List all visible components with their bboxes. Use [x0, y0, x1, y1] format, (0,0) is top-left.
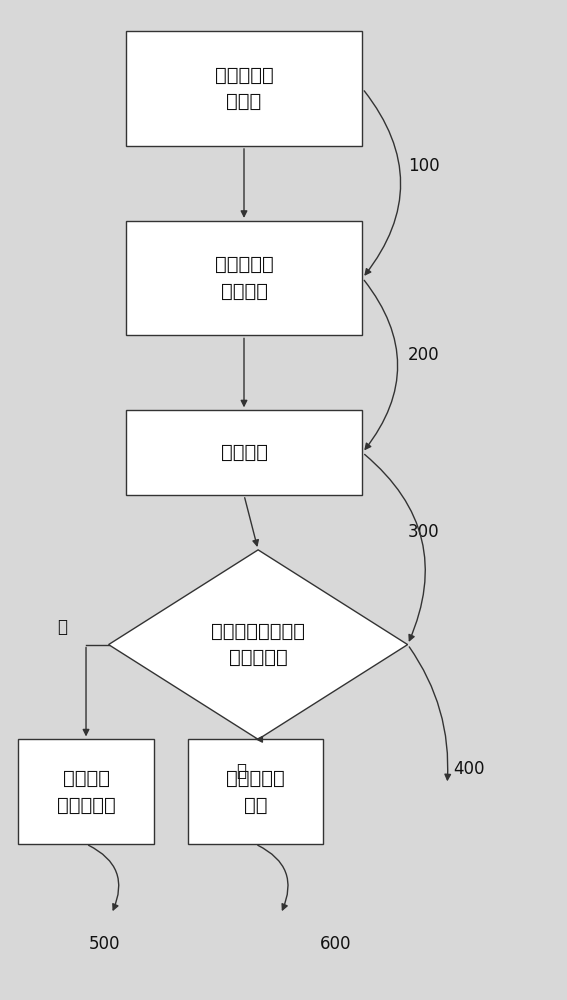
- Text: 200: 200: [408, 346, 439, 364]
- FancyArrowPatch shape: [365, 454, 425, 641]
- FancyArrowPatch shape: [364, 280, 397, 449]
- Text: 600: 600: [320, 935, 352, 953]
- FancyArrowPatch shape: [258, 845, 288, 910]
- Text: 到达授权用
户信号: 到达授权用 户信号: [215, 66, 273, 111]
- Text: 300: 300: [408, 523, 439, 541]
- Text: 否: 否: [57, 618, 67, 636]
- FancyBboxPatch shape: [125, 221, 362, 335]
- FancyArrowPatch shape: [88, 845, 119, 910]
- Text: 400: 400: [453, 760, 484, 778]
- Text: 继续使用
该频谱空穴: 继续使用 该频谱空穴: [57, 769, 116, 814]
- FancyBboxPatch shape: [125, 31, 362, 146]
- Text: 500: 500: [89, 935, 120, 953]
- Text: 判定授权用户信号
是否出现？: 判定授权用户信号 是否出现？: [211, 622, 305, 667]
- FancyArrowPatch shape: [364, 91, 401, 275]
- FancyArrowPatch shape: [409, 647, 451, 780]
- Text: 退避该频谱
空穴: 退避该频谱 空穴: [226, 769, 285, 814]
- FancyBboxPatch shape: [188, 739, 323, 844]
- FancyBboxPatch shape: [125, 410, 362, 495]
- Text: 100: 100: [408, 157, 439, 175]
- FancyBboxPatch shape: [18, 739, 154, 844]
- Text: 是: 是: [236, 762, 246, 780]
- Text: 正交双极化
天线接收: 正交双极化 天线接收: [215, 255, 273, 301]
- Polygon shape: [109, 550, 408, 739]
- Text: 频谱感知: 频谱感知: [221, 443, 268, 462]
